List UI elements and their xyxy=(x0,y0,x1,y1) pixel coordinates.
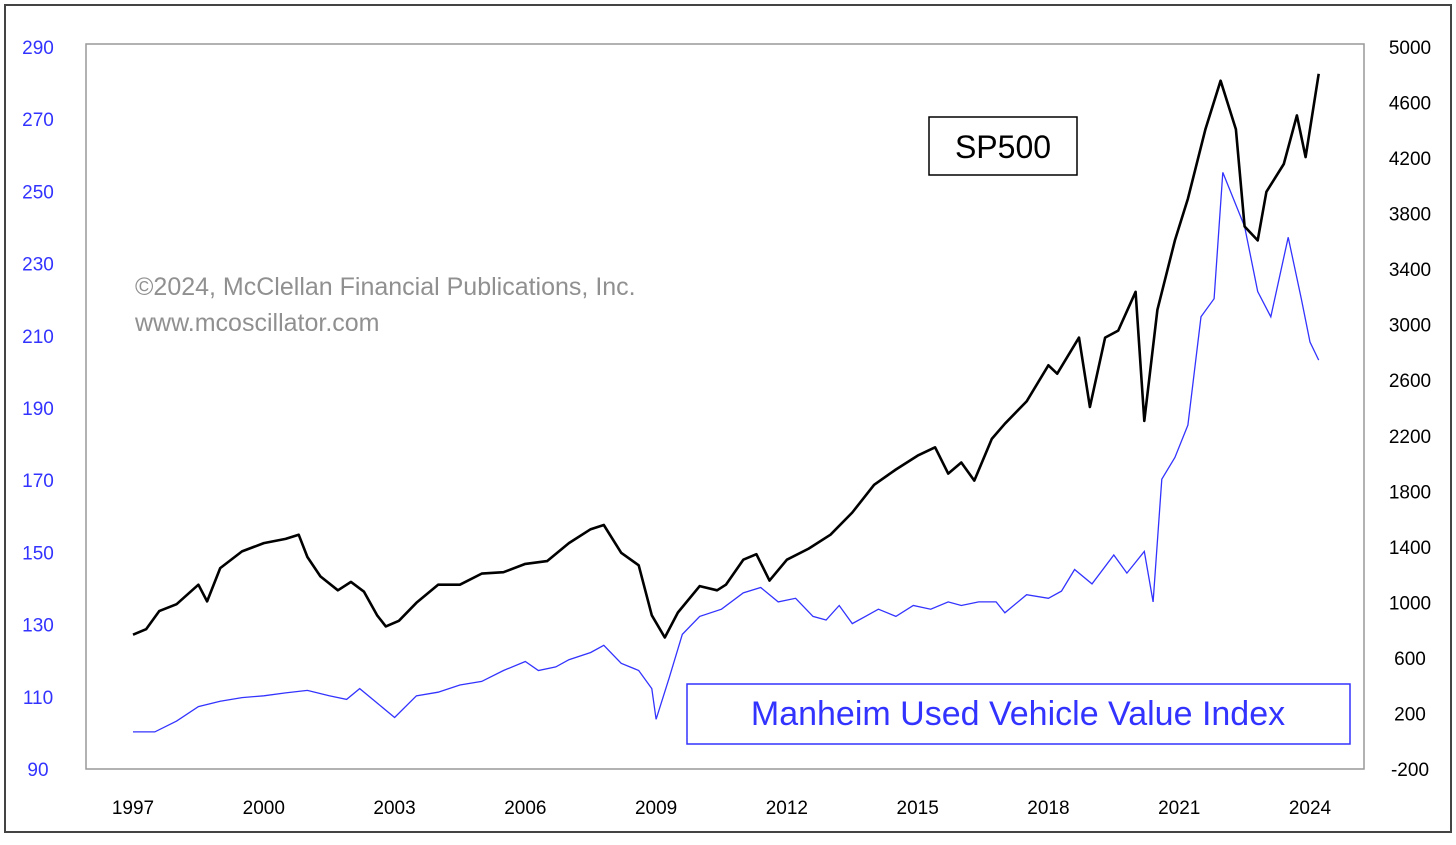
right-axis: 5000 4600 4200 3800 3400 3000 2600 2200 1800 1400… xyxy=(1389,38,1431,781)
right-tick-label: 3800 xyxy=(1389,205,1431,226)
manheim-label: Manheim Used Vehicle Value Index xyxy=(751,695,1285,733)
left-tick-label: 90 xyxy=(27,760,48,781)
x-tick-label: 2003 xyxy=(373,798,415,819)
left-tick-label: 190 xyxy=(22,399,54,420)
left-tick-label: 130 xyxy=(22,616,54,637)
watermark-url: www.mcoscillator.com xyxy=(134,309,380,337)
x-tick-label: 2012 xyxy=(766,798,808,819)
x-tick-label: 2018 xyxy=(1027,798,1069,819)
x-tick-label: 2000 xyxy=(243,798,285,819)
manheim-label-box xyxy=(686,683,1351,745)
sp500-label-box xyxy=(928,116,1078,176)
watermark-copyright: ©2024, McClellan Financial Publications,… xyxy=(135,273,636,301)
left-tick-label: 170 xyxy=(22,471,54,492)
x-tick-label: 2021 xyxy=(1158,798,1200,819)
right-tick-label: 600 xyxy=(1394,649,1426,670)
x-tick-label: 2024 xyxy=(1289,798,1332,819)
right-tick-label: 4200 xyxy=(1389,149,1431,170)
x-tick-label: 1997 xyxy=(112,798,154,819)
left-tick-label: 290 xyxy=(22,38,54,59)
left-axis: 290 270 250 230 210 190 170 150 130 110 90 xyxy=(22,38,54,781)
right-tick-label: 5000 xyxy=(1389,38,1431,59)
left-tick-label: 250 xyxy=(22,182,54,203)
right-tick-label: 1000 xyxy=(1389,593,1431,614)
right-tick-label: -200 xyxy=(1391,760,1429,781)
x-tick-label: 2009 xyxy=(635,798,677,819)
plot-area xyxy=(85,43,1365,770)
series-line-manheim xyxy=(133,172,1320,733)
right-tick-label: 2600 xyxy=(1389,371,1431,392)
left-tick-label: 270 xyxy=(22,110,54,131)
right-tick-label: 3400 xyxy=(1389,260,1431,281)
left-tick-label: 230 xyxy=(22,255,54,276)
right-tick-label: 2200 xyxy=(1389,427,1431,448)
left-tick-label: 210 xyxy=(22,327,54,348)
right-tick-label: 1800 xyxy=(1389,482,1431,503)
right-tick-label: 3000 xyxy=(1389,316,1431,337)
x-tick-label: 2006 xyxy=(504,798,546,819)
x-axis: 1997 2000 2003 2006 2009 2012 2015 2018 2021 2024 xyxy=(112,798,1332,819)
right-tick-label: 4600 xyxy=(1389,94,1431,115)
left-tick-label: 110 xyxy=(23,688,53,709)
right-tick-label: 1400 xyxy=(1389,538,1431,559)
x-tick-label: 2015 xyxy=(897,798,939,819)
sp500-label: SP500 xyxy=(955,129,1051,165)
series-line-sp500 xyxy=(132,73,1320,639)
left-tick-label: 150 xyxy=(22,543,54,564)
right-tick-label: 200 xyxy=(1394,704,1426,725)
